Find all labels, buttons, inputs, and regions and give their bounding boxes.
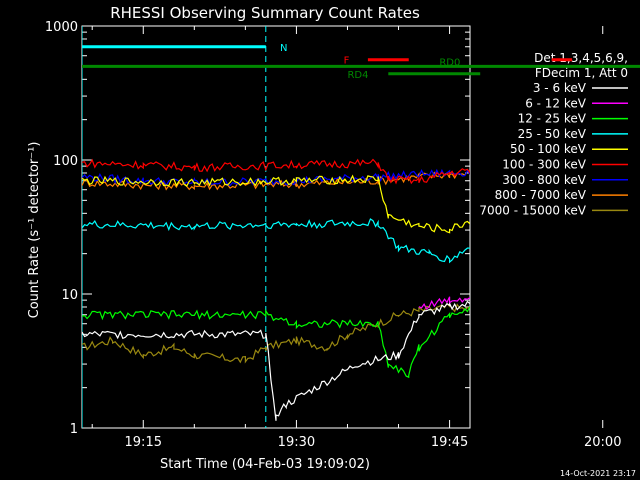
legend-entry-label: 300 - 800 keV (502, 173, 586, 187)
legend-header-line-1: Det 1,3,4,5,6,9, (534, 51, 628, 65)
legend-entry-label: 100 - 300 keV (502, 158, 586, 172)
plot-area: 19:1519:3019:4520:0020:1520:3020:4511010… (45, 20, 640, 450)
series-line-7000-15000-kev (82, 302, 470, 364)
legend-entry-label: 25 - 50 keV (518, 127, 587, 141)
x-tick-label: 19:15 (125, 435, 162, 450)
x-tick-label: 20:00 (584, 435, 621, 450)
x-tick-label: 19:45 (431, 435, 468, 450)
flag-label-rd4: RD4 (347, 70, 368, 81)
y-axis-label: Count Rate (s⁻¹ detector⁻¹) (27, 142, 42, 319)
series-line-3-6-kev (82, 300, 470, 421)
flag-label-f: F (344, 56, 350, 67)
legend-entry-label: 3 - 6 keV (533, 81, 587, 95)
series-line-50-100-kev (82, 174, 470, 234)
legend-entry-label: 7000 - 15000 keV (479, 203, 586, 217)
legend-header-line-2: FDecim 1, Att 0 (535, 66, 628, 80)
y-tick-label: 100 (53, 154, 78, 169)
y-tick-label: 10 (61, 288, 78, 303)
series-line-12-25-kev (82, 306, 470, 379)
y-tick-label: 1 (70, 422, 78, 437)
flag-label-rd0: RD0 (439, 57, 460, 68)
series-line-25-50-kev (82, 218, 470, 264)
series-line-100-300-kev (82, 158, 470, 185)
series-line-800-7000-kev (82, 170, 470, 191)
render-timestamp: 14-Oct-2021 23:17 (560, 469, 636, 478)
y-tick-label: 1000 (45, 20, 78, 35)
x-axis-label: Start Time (04-Feb-03 19:09:02) (160, 457, 370, 472)
legend-entry-label: 800 - 7000 keV (495, 188, 587, 202)
legend-entry-label: 50 - 100 keV (510, 142, 587, 156)
flag-label-n: N (280, 43, 287, 54)
legend-entry-label: 6 - 12 keV (525, 96, 587, 110)
x-tick-label: 19:30 (278, 435, 315, 450)
chart-title: RHESSI Observing Summary Count Rates (110, 4, 420, 22)
data-layer (82, 26, 470, 428)
legend-entry-label: 12 - 25 keV (518, 112, 587, 126)
